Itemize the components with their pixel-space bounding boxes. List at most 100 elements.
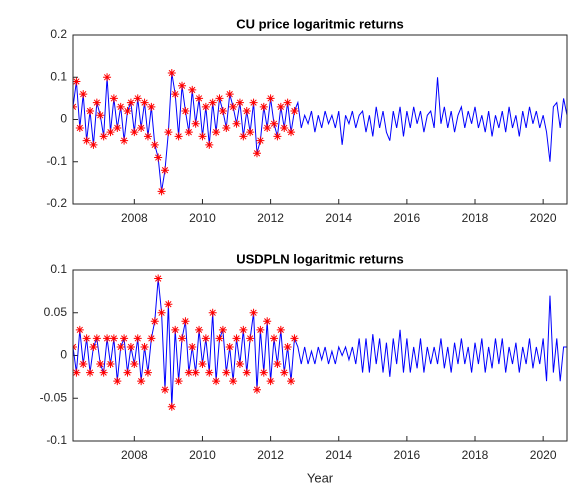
asterisk-marker	[273, 132, 282, 141]
asterisk-marker	[198, 360, 207, 369]
x-tick-label: 2020	[530, 448, 557, 462]
asterisk-marker	[82, 136, 91, 145]
asterisk-marker	[181, 317, 190, 326]
asterisk-marker	[89, 342, 98, 351]
asterisk-marker	[181, 107, 190, 116]
asterisk-marker	[178, 81, 187, 90]
chart-title: USDPLN logaritmic returns	[236, 251, 404, 266]
asterisk-marker	[263, 123, 272, 132]
asterisk-marker	[276, 102, 285, 111]
asterisk-marker	[150, 140, 159, 149]
asterisk-marker	[287, 377, 296, 386]
asterisk-marker	[171, 325, 180, 334]
y-tick-label: 0	[60, 348, 67, 362]
asterisk-marker	[222, 368, 231, 377]
asterisk-marker	[208, 308, 217, 317]
asterisk-marker	[99, 368, 108, 377]
asterisk-marker	[225, 342, 234, 351]
asterisk-marker	[208, 98, 217, 107]
asterisk-marker	[143, 132, 152, 141]
asterisk-marker	[283, 98, 292, 107]
asterisk-marker	[212, 377, 221, 386]
asterisk-marker	[191, 368, 200, 377]
asterisk-marker	[160, 166, 169, 175]
asterisk-marker	[154, 274, 163, 283]
asterisk-marker	[188, 85, 197, 94]
asterisk-marker	[103, 73, 112, 82]
asterisk-marker	[266, 94, 275, 103]
asterisk-marker	[242, 107, 251, 116]
asterisk-marker	[252, 149, 261, 158]
asterisk-marker	[283, 342, 292, 351]
asterisk-marker	[120, 136, 129, 145]
x-tick-label: 2020	[530, 211, 557, 225]
y-tick-label: 0.05	[44, 305, 68, 319]
asterisk-marker	[109, 94, 118, 103]
asterisk-marker	[290, 334, 299, 343]
asterisk-marker	[229, 102, 238, 111]
asterisk-marker	[263, 317, 272, 326]
asterisk-marker	[120, 334, 129, 343]
asterisk-marker	[232, 334, 241, 343]
asterisk-marker	[167, 402, 176, 411]
asterisk-marker	[174, 377, 183, 386]
asterisk-marker	[137, 377, 146, 386]
asterisk-marker	[79, 360, 88, 369]
asterisk-marker	[222, 123, 231, 132]
asterisk-marker	[96, 111, 105, 120]
asterisk-marker	[150, 317, 159, 326]
series-line	[73, 72, 567, 192]
asterisk-marker	[259, 102, 268, 111]
asterisk-marker	[252, 385, 261, 394]
y-tick-label: -0.1	[46, 154, 67, 168]
x-tick-label: 2008	[121, 448, 148, 462]
asterisk-marker	[218, 325, 227, 334]
asterisk-marker	[89, 140, 98, 149]
x-tick-label: 2010	[189, 448, 216, 462]
asterisk-marker	[130, 360, 139, 369]
asterisk-marker	[178, 334, 187, 343]
asterisk-marker	[184, 128, 193, 137]
y-tick-label: -0.2	[46, 196, 67, 210]
asterisk-marker	[287, 128, 296, 137]
asterisk-marker	[259, 368, 268, 377]
asterisk-marker	[140, 98, 149, 107]
y-tick-label: 0.1	[50, 262, 67, 276]
asterisk-marker	[92, 98, 101, 107]
asterisk-marker	[191, 119, 200, 128]
asterisk-marker	[123, 368, 132, 377]
asterisk-marker	[276, 325, 285, 334]
asterisk-marker	[154, 153, 163, 162]
asterisk-marker	[205, 368, 214, 377]
asterisk-marker	[86, 368, 95, 377]
asterisk-marker	[164, 128, 173, 137]
asterisk-marker	[174, 132, 183, 141]
plot-area	[73, 69, 567, 196]
asterisk-marker	[75, 325, 84, 334]
axes-box	[72, 34, 568, 205]
asterisk-marker	[232, 119, 241, 128]
asterisk-marker	[140, 342, 149, 351]
asterisk-marker	[256, 325, 265, 334]
asterisk-marker	[113, 123, 122, 132]
asterisk-marker	[73, 368, 81, 377]
x-tick-label: 2010	[189, 211, 216, 225]
y-tick-label: 0.2	[50, 27, 67, 41]
asterisk-marker	[249, 308, 258, 317]
asterisk-marker	[249, 98, 258, 107]
asterisk-marker	[130, 128, 139, 137]
asterisk-marker	[212, 128, 221, 137]
x-tick-label: 2012	[257, 448, 284, 462]
chart-title: CU price logaritmic returns	[236, 16, 404, 31]
y-tick-label: -0.1	[46, 433, 67, 447]
asterisk-marker	[79, 90, 88, 99]
asterisk-marker	[143, 368, 152, 377]
x-tick-label: 2018	[462, 211, 489, 225]
asterisk-marker	[147, 102, 156, 111]
asterisk-marker	[273, 360, 282, 369]
asterisk-marker	[205, 140, 214, 149]
x-tick-label: 2014	[325, 211, 352, 225]
asterisk-marker	[184, 368, 193, 377]
